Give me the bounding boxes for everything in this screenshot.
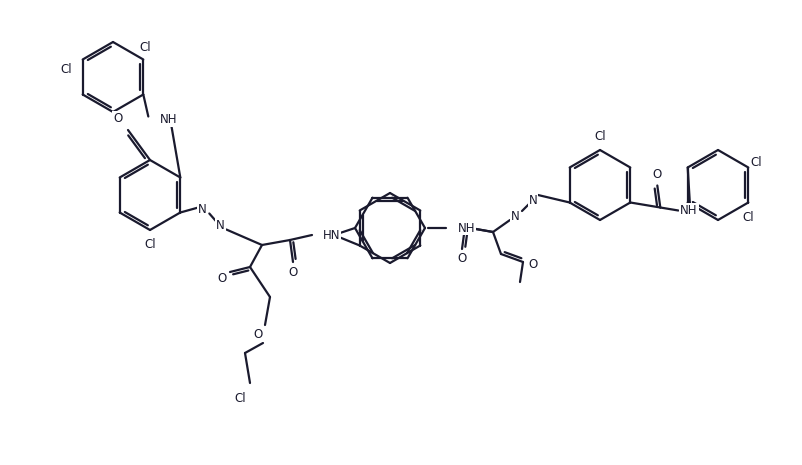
Text: NH: NH [679,204,697,217]
Text: Cl: Cl [234,392,245,405]
Text: Cl: Cl [140,41,151,54]
Text: N: N [216,219,225,232]
Text: NH: NH [160,113,177,126]
Text: O: O [652,168,661,181]
Text: HN: HN [322,228,340,241]
Text: Cl: Cl [593,129,605,142]
Text: N: N [510,210,519,222]
Text: O: O [528,259,537,272]
Text: NH: NH [457,221,475,234]
Text: O: O [253,328,262,341]
Text: Cl: Cl [750,156,761,169]
Text: N: N [528,193,537,206]
Text: O: O [217,272,226,286]
Text: Cl: Cl [144,238,156,251]
Text: Cl: Cl [60,62,71,75]
Text: N: N [197,203,206,216]
Text: Cl: Cl [742,211,753,224]
Text: O: O [288,266,298,279]
Text: O: O [113,112,123,125]
Text: O: O [457,252,466,266]
